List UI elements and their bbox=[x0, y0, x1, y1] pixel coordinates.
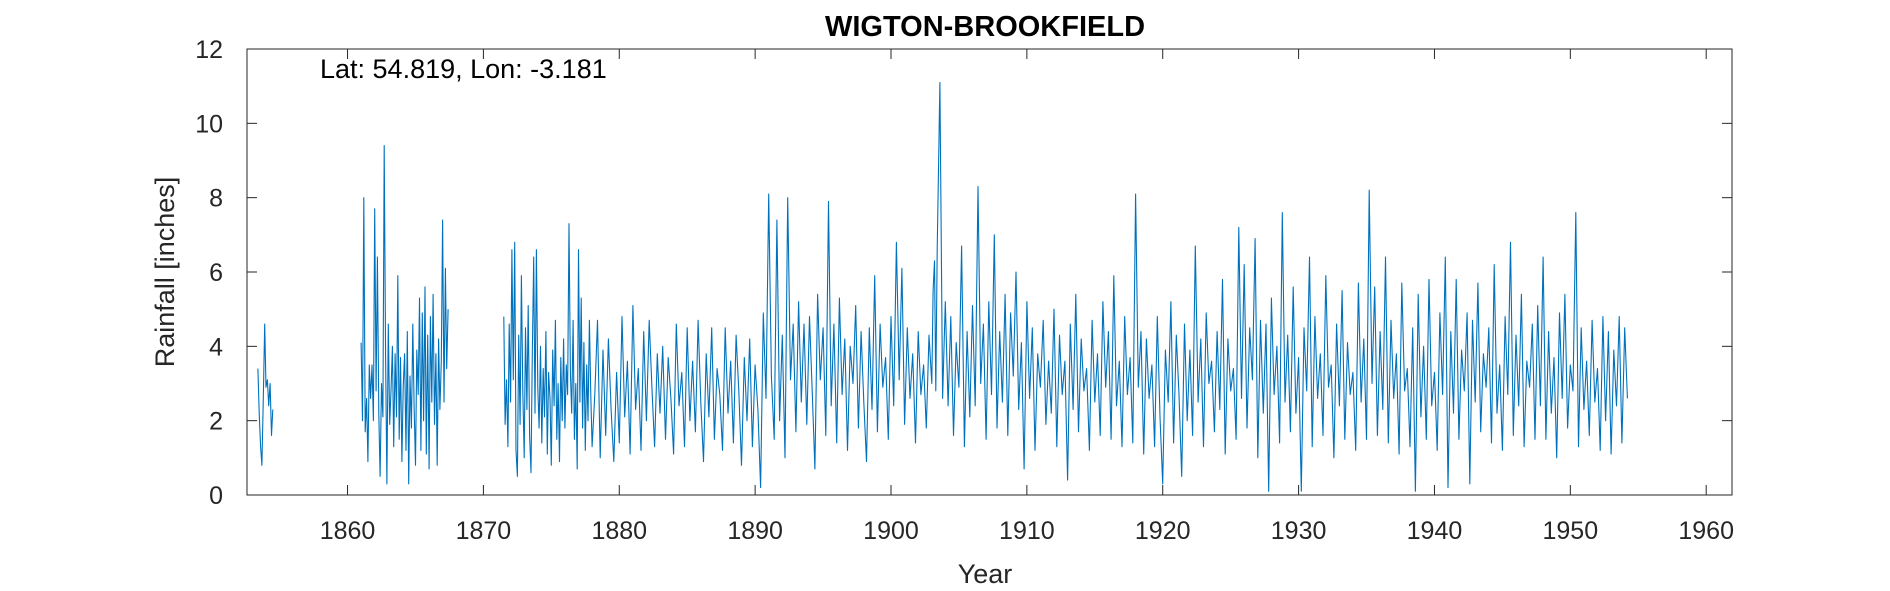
x-tick-label: 1900 bbox=[863, 517, 919, 545]
axis-layer: 1860 1870 1880 1890 1900 1910 1920 1930 1940 1950… bbox=[195, 36, 1734, 545]
y-tick-label: 12 bbox=[195, 36, 223, 64]
y-tick-label: 2 bbox=[209, 408, 223, 436]
x-tick-label: 1870 bbox=[456, 517, 512, 545]
plot-frame bbox=[246, 48, 1733, 496]
x-tick-label: 1930 bbox=[1271, 517, 1327, 545]
y-tick-label: 0 bbox=[209, 482, 223, 510]
x-tick-label: 1940 bbox=[1407, 517, 1463, 545]
y-axis-label: Rainfall [inches] bbox=[150, 177, 180, 368]
y-tick-label: 4 bbox=[209, 333, 223, 361]
x-tick-label: 1960 bbox=[1678, 517, 1734, 545]
plot-area bbox=[247, 49, 1732, 495]
x-tick-label: 1950 bbox=[1543, 517, 1599, 545]
chart-title: WIGTON-BROOKFIELD bbox=[825, 11, 1145, 43]
y-tick-label: 8 bbox=[209, 185, 223, 213]
x-tick-label: 1880 bbox=[591, 517, 647, 545]
rainfall-series-segment-2 bbox=[360, 145, 449, 485]
rainfall-series-segment-3 bbox=[503, 81, 1628, 492]
x-tick-label: 1890 bbox=[727, 517, 783, 545]
data-layer bbox=[257, 81, 1628, 492]
x-axis-label: Year bbox=[958, 559, 1013, 589]
rainfall-series-segment-1 bbox=[257, 323, 274, 466]
x-tick-label: 1920 bbox=[1135, 517, 1191, 545]
location-annotation: Lat: 54.819, Lon: -3.181 bbox=[320, 54, 607, 84]
x-tick-label: 1910 bbox=[999, 517, 1055, 545]
y-tick-label: 10 bbox=[195, 110, 223, 138]
y-tick-label: 6 bbox=[209, 259, 223, 287]
x-tick-label: 1860 bbox=[320, 517, 376, 545]
